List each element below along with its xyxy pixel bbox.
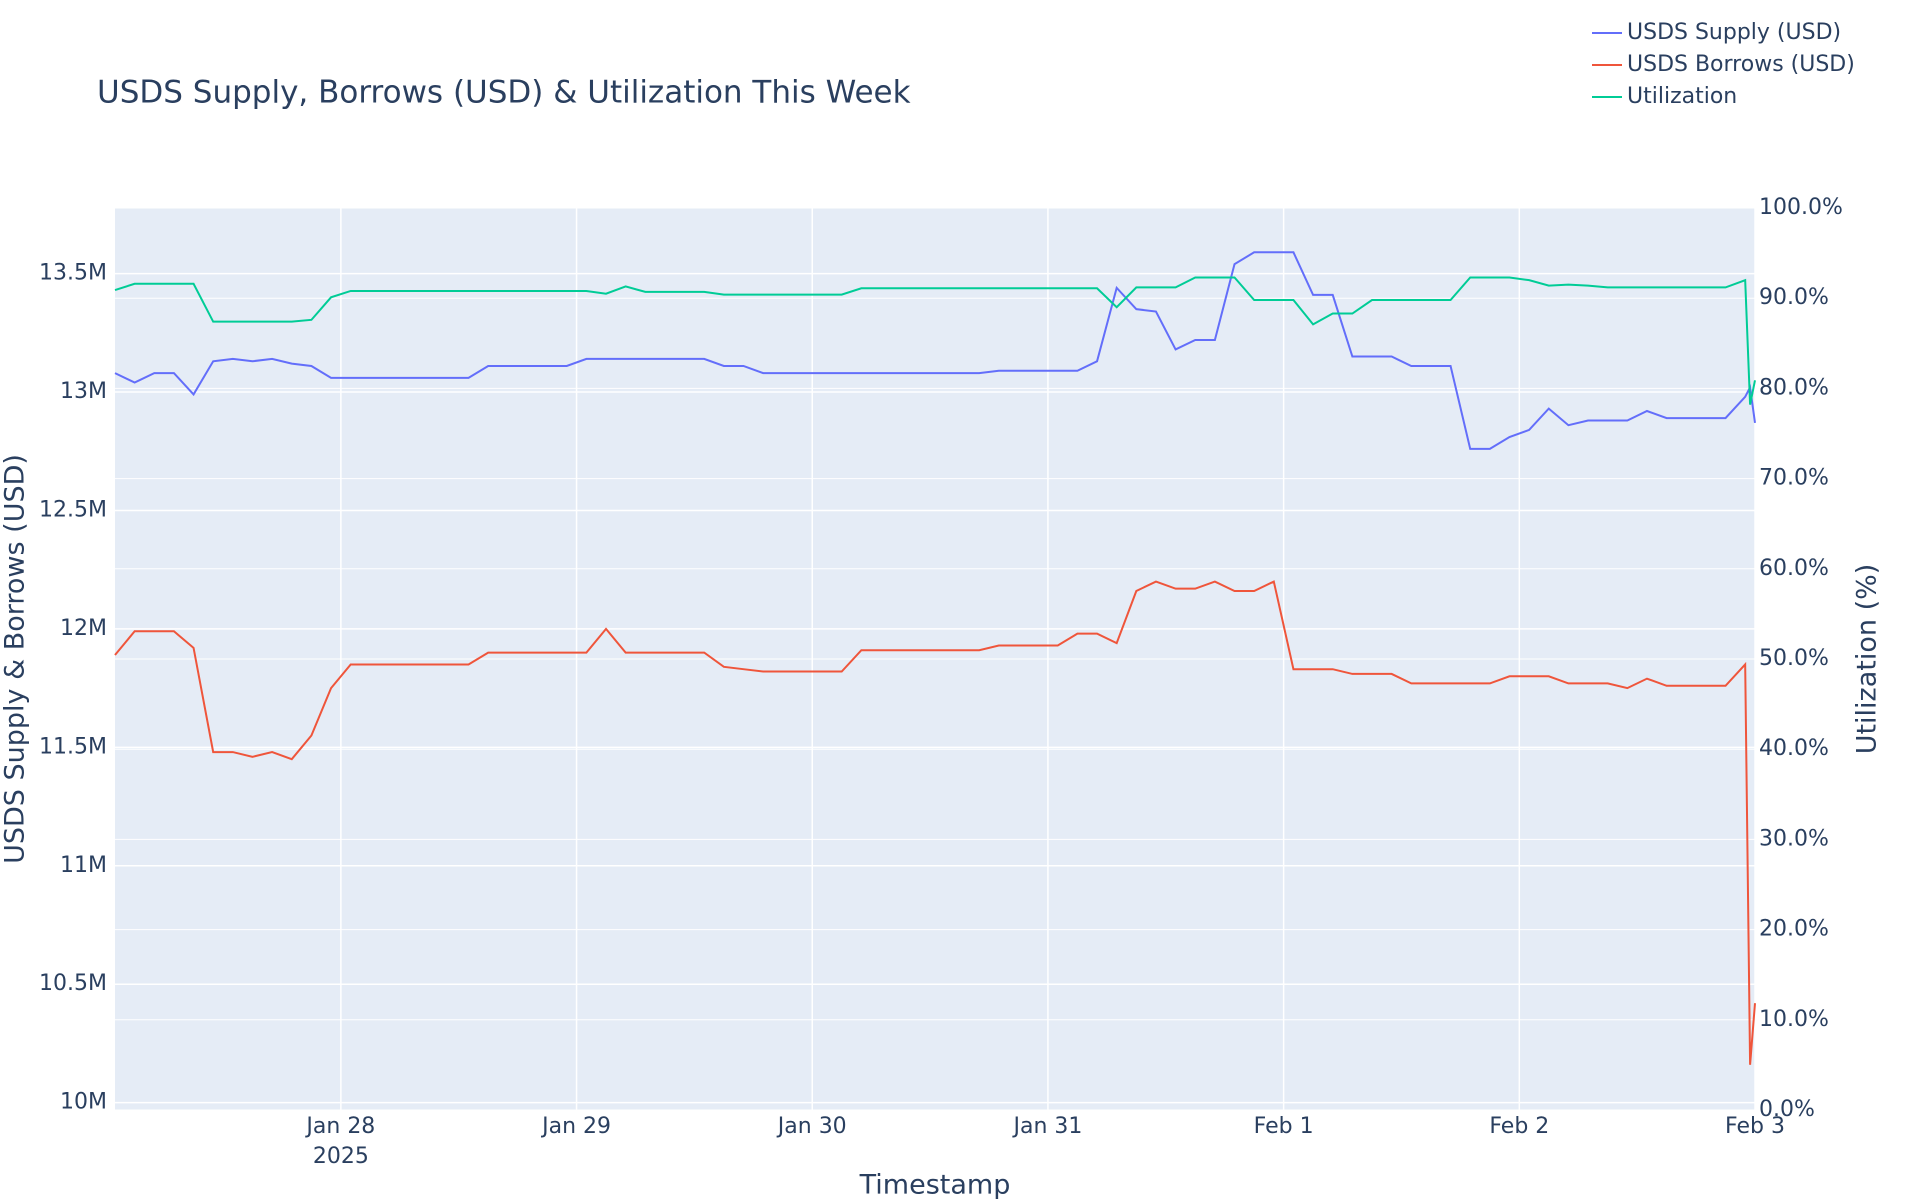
y-tick-label: 13.5M (39, 261, 107, 286)
y-tick-label: 11M (60, 853, 107, 878)
legend-label: Utilization (1627, 84, 1737, 109)
series-line (114, 276, 1756, 405)
x-tick-label: Feb 2 (1489, 1114, 1549, 1139)
x-axis-title: Timestamp (859, 1170, 1011, 1200)
y-tick-label: 13M (60, 379, 107, 404)
y2-axis-title: Utilization (%) (1852, 564, 1883, 755)
legend-label: USDS Supply (USD) (1627, 20, 1841, 45)
y2-tick-label: 20.0% (1759, 917, 1829, 942)
y2-tick-label: 30.0% (1759, 826, 1829, 851)
y2-tick-label: 90.0% (1759, 285, 1829, 310)
x-tick-label: Feb 1 (1254, 1114, 1314, 1139)
y-tick-label: 12M (60, 616, 107, 641)
x-tick-label: Feb 3 (1725, 1114, 1785, 1139)
y2-tick-label: 80.0% (1759, 375, 1829, 400)
series-line (114, 580, 1756, 1065)
y2-tick-label: 100.0% (1759, 195, 1843, 220)
x-tick-label: Jan 30 (776, 1114, 847, 1139)
y2-tick-label: 0.0% (1759, 1097, 1815, 1122)
y-tick-label: 12.5M (39, 497, 107, 522)
y-tick-label: 11.5M (39, 734, 107, 759)
y2-tick-label: 50.0% (1759, 646, 1829, 671)
chart-title: USDS Supply, Borrows (USD) & Utilization… (97, 75, 911, 111)
y2-tick-label: 10.0% (1759, 1007, 1829, 1032)
x-tick-label: Jan 29 (540, 1114, 611, 1139)
series-line (114, 251, 1756, 450)
y2-tick-label: 70.0% (1759, 466, 1829, 491)
x-tick-label: Jan 31 (1011, 1114, 1082, 1139)
y2-tick-label: 60.0% (1759, 556, 1829, 581)
x-tick-label: Jan 28 (304, 1114, 375, 1139)
legend-label: USDS Borrows (USD) (1627, 52, 1855, 77)
y2-tick-label: 40.0% (1759, 736, 1829, 761)
y-tick-label: 10.5M (39, 971, 107, 996)
x-tick-year-label: 2025 (313, 1144, 369, 1169)
y-tick-label: 10M (60, 1090, 107, 1115)
y-axis-title: USDS Supply & Borrows (USD) (0, 454, 31, 864)
